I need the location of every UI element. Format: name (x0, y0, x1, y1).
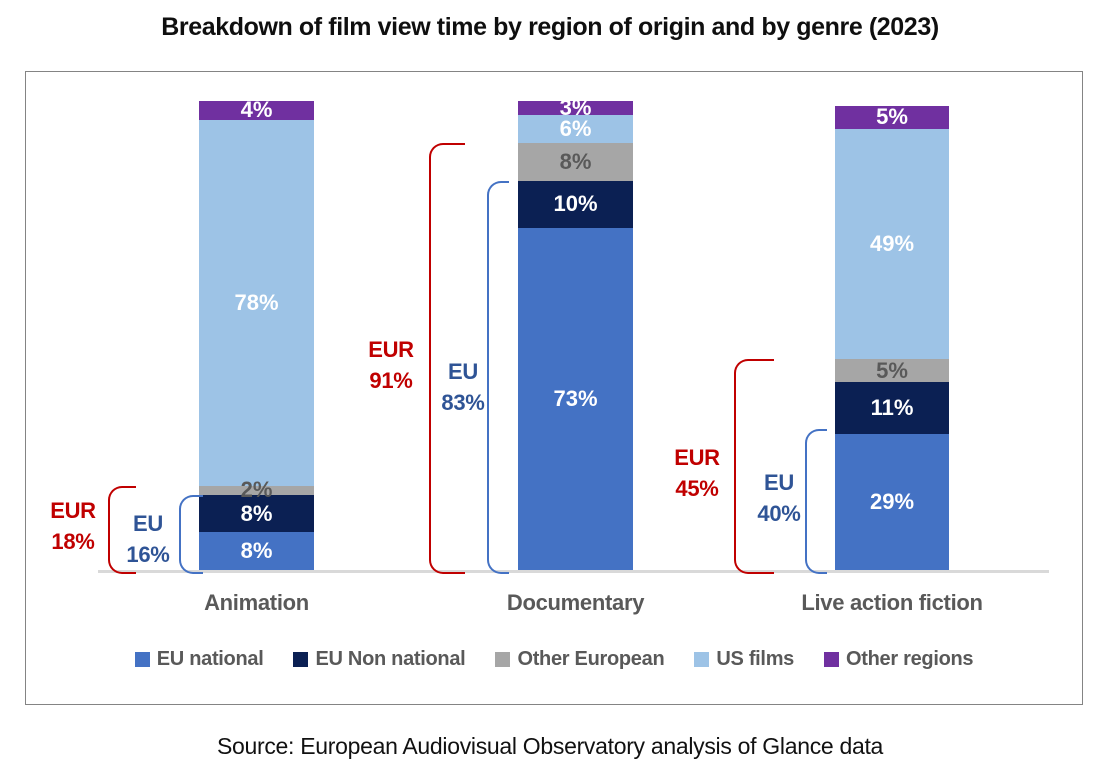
eur-annotation: EUR 45% (674, 445, 720, 501)
segment-label: 6% (559, 116, 592, 142)
segment-label: 8% (240, 538, 273, 564)
legend: EU national EU Non national Other European… (26, 648, 1082, 671)
bar-segment-eu-national (518, 227, 633, 570)
bar-segment-eu-non-national (199, 494, 314, 533)
plot-area: 8% 8% 2% 78% 4% Animation EUR 18% EU 16% 73% 10% 8… (26, 72, 1082, 704)
bar-segment-us-films (199, 119, 314, 486)
legend-swatch-other-regions (824, 652, 839, 667)
segment-label: 5% (876, 104, 908, 130)
segment-label: 29% (869, 488, 915, 514)
legend-swatch-other-european (495, 652, 511, 667)
eu-annotation: EU 83% (441, 359, 485, 415)
bar-segment-eu-national (835, 433, 949, 570)
legend-label: Other regions (846, 648, 974, 670)
legend-label: US films (716, 648, 794, 670)
bar-segment-other-regions (199, 101, 314, 120)
legend-label: EU national (156, 648, 264, 670)
segment-label: 8% (240, 500, 273, 526)
bar-segment-other-regions (518, 101, 633, 116)
bar-segment-other-european (199, 485, 314, 495)
segment-label: 10% (553, 191, 598, 217)
bar-segment-other-european (518, 143, 633, 181)
segment-label: 3% (559, 95, 592, 121)
legend-item-other-european: Other European (495, 648, 665, 671)
legend-swatch-eu-national (134, 652, 150, 667)
eur-bracket (734, 358, 774, 574)
segment-label: 73% (553, 385, 598, 411)
chart-frame: 8% 8% 2% 78% 4% Animation EUR 18% EU 16% 73% 10% 8… (25, 71, 1083, 705)
eur-annotation: EUR 91% (368, 337, 414, 393)
segment-label: 11% (870, 395, 914, 421)
eur-bracket (429, 143, 465, 574)
eu-annotation: EU 16% (126, 511, 170, 567)
bar-segment-eu-national (199, 532, 314, 570)
segment-label: 2% (240, 477, 273, 503)
category-label-animation: Animation (204, 590, 309, 615)
eu-bracket (805, 429, 827, 574)
segment-label: 8% (559, 148, 592, 174)
eur-bracket (108, 485, 136, 574)
bar-segment-other-regions (835, 105, 949, 130)
legend-item-eu-national: EU national (134, 648, 264, 671)
bar-segment-other-european (835, 358, 949, 383)
source-text: Source: European Audiovisual Observatory… (216, 733, 884, 759)
eur-annotation: EUR 18% (50, 498, 96, 554)
bar-segment-eu-non-national (518, 180, 633, 228)
bar-segment-us-films (518, 115, 633, 144)
segment-label: 4% (240, 97, 273, 123)
segment-label: 5% (876, 357, 908, 383)
legend-swatch-us-films (694, 652, 710, 667)
eu-annotation: EU 40% (757, 470, 801, 526)
segment-label: 49% (869, 231, 915, 257)
segment-label: 78% (234, 289, 279, 315)
category-label-documentary: Documentary (506, 590, 645, 615)
eu-bracket (179, 494, 203, 574)
category-label-live-action-fiction: Live action fiction (801, 590, 983, 615)
x-axis-line (98, 570, 1049, 573)
legend-label: EU Non national (315, 648, 466, 670)
bar-segment-eu-non-national (835, 382, 949, 434)
legend-item-eu-non-national: EU Non national (293, 648, 466, 671)
legend-item-us-films: US films (694, 648, 794, 671)
legend-swatch-eu-non-national (293, 652, 309, 667)
eu-bracket (487, 180, 509, 574)
legend-item-other-regions: Other regions (824, 648, 974, 671)
legend-label: Other European (517, 648, 665, 670)
chart-title: Breakdown of film view time by region of… (161, 13, 939, 41)
bar-segment-us-films (835, 129, 949, 359)
